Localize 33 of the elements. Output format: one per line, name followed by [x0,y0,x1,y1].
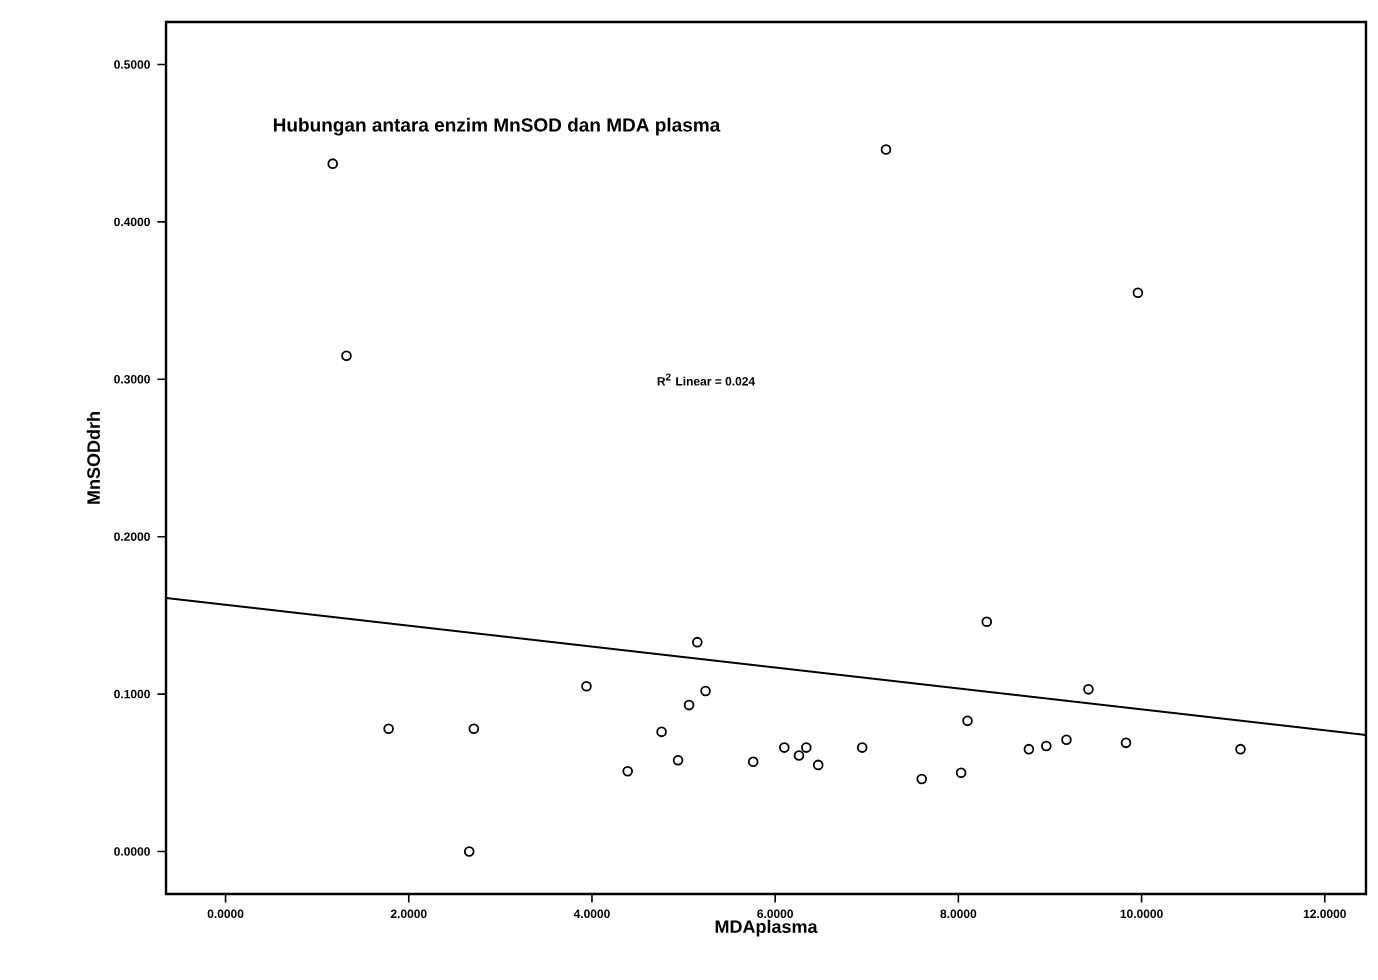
point [622,765,633,777]
point [683,699,695,711]
point [1235,743,1246,755]
text: Hubungan antara enzim MnSOD dan MDA plasma [273,117,721,136]
point [468,723,480,735]
point [1023,743,1035,755]
x-axis-title: MDAplasma [715,919,818,937]
point [1132,287,1144,299]
point [692,636,703,648]
point [981,616,993,627]
point [916,773,928,785]
point [812,759,824,771]
point [801,742,812,753]
point [700,685,711,697]
point [383,723,394,735]
point [880,144,892,155]
point [856,742,868,753]
point [779,742,790,753]
point [747,756,759,768]
point [463,846,475,857]
point [672,754,684,766]
point [955,767,967,779]
point [581,680,592,692]
point [1041,740,1052,752]
y-axis-title: MnSODdrh [86,412,100,504]
point [327,158,339,169]
point [1120,737,1132,749]
point [962,715,973,727]
point [1061,734,1072,746]
point [1083,684,1094,695]
point [793,750,805,761]
point [656,726,667,738]
point [341,350,352,361]
